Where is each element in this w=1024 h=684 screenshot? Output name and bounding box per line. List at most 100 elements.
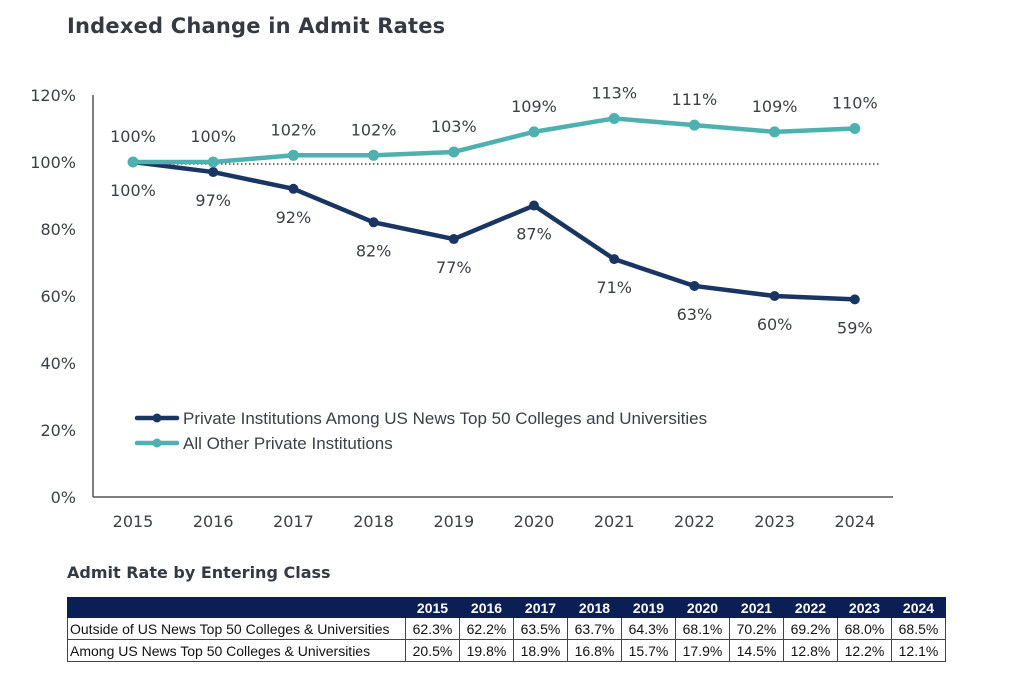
- line-chart: 0%20%40%60%80%100%120% 2015 2016 2017 2018 2…: [30, 83, 893, 531]
- cell: 62.3%: [405, 617, 460, 640]
- cell: 70.2%: [729, 617, 784, 640]
- data-label: 110%: [832, 94, 878, 113]
- header-year: 2024: [891, 597, 946, 618]
- cell: 20.5%: [405, 639, 460, 662]
- header-year: 2021: [729, 597, 784, 618]
- header-year: 2017: [513, 597, 568, 618]
- header-year: 2016: [459, 597, 514, 618]
- header-blank: [67, 597, 406, 618]
- data-label: 102%: [351, 120, 397, 139]
- data-point: [368, 217, 379, 228]
- row-label: Outside of US News Top 50 Colleges & Uni…: [67, 617, 406, 640]
- cell: 12.2%: [837, 639, 892, 662]
- data-label: 71%: [596, 278, 632, 297]
- cell: 12.1%: [891, 639, 946, 662]
- data-point: [368, 149, 380, 161]
- x-tick-label: 2020: [514, 512, 555, 531]
- data-point: [448, 146, 460, 158]
- table-row: Among US News Top 50 Colleges & Universi…: [67, 639, 946, 662]
- cell: 63.7%: [567, 617, 622, 640]
- x-tick-label: 2022: [674, 512, 715, 531]
- data-point: [609, 254, 620, 265]
- table-row: Outside of US News Top 50 Colleges & Uni…: [67, 617, 946, 640]
- cell: 68.1%: [675, 617, 730, 640]
- header-year: 2018: [567, 597, 622, 618]
- series-layer: [127, 112, 861, 305]
- series-line: [132, 159, 855, 302]
- header-year: 2019: [621, 597, 676, 618]
- data-label: 109%: [752, 97, 798, 116]
- data-point: [849, 123, 861, 134]
- cell: 12.8%: [783, 639, 838, 662]
- table-title: Admit Rate by Entering Class: [67, 563, 331, 582]
- legend-label: All Other Private Institutions: [183, 434, 393, 453]
- cell: 14.5%: [729, 639, 784, 662]
- table-header-row: 2015 2016 2017 2018 2019 2020 2021 2022 …: [67, 597, 946, 618]
- data-point: [208, 167, 219, 178]
- data-point: [689, 280, 700, 291]
- y-tick-label: 0%: [51, 488, 76, 507]
- data-label: 59%: [837, 318, 873, 337]
- legend: Private Institutions Among US News Top 5…: [134, 409, 707, 453]
- data-point: [288, 183, 299, 194]
- data-label: 100%: [190, 127, 236, 146]
- x-tick-label: 2023: [754, 512, 795, 531]
- y-tick-label: 120%: [30, 86, 76, 105]
- header-year: 2022: [783, 597, 838, 618]
- header-year: 2020: [675, 597, 730, 618]
- cell: 64.3%: [621, 617, 676, 640]
- y-tick-label: 60%: [40, 287, 76, 306]
- cell: 69.2%: [783, 617, 838, 640]
- data-label: 113%: [591, 83, 637, 102]
- data-label: 103%: [431, 117, 477, 136]
- x-axis-ticks: 2015 2016 2017 2018 2019 2020 2021 2022 2023 2024: [113, 512, 876, 531]
- data-point: [769, 126, 781, 138]
- x-tick-label: 2024: [834, 512, 875, 531]
- data-label: 77%: [436, 258, 472, 277]
- y-axis-ticks: 0% 20% 40% 60% 80% 100% 120%: [30, 86, 76, 507]
- data-label: 100%: [110, 181, 156, 200]
- cell: 68.5%: [891, 617, 946, 640]
- y-tick-label: 100%: [30, 153, 76, 172]
- data-labels: 100% 97% 92% 82% 77% 87% 71% 63% 60% 59% 100% 100% 1…: [110, 83, 878, 337]
- data-point: [127, 156, 139, 168]
- data-label: 63%: [677, 305, 713, 324]
- header-year: 2023: [837, 597, 892, 618]
- data-label: 109%: [511, 97, 557, 116]
- cell: 18.9%: [513, 639, 568, 662]
- data-label: 97%: [195, 191, 231, 210]
- x-tick-label: 2016: [193, 512, 234, 531]
- data-point: [769, 291, 780, 301]
- y-tick-label: 80%: [40, 220, 76, 239]
- x-tick-label: 2018: [353, 512, 394, 531]
- data-label: 60%: [757, 315, 793, 334]
- cell: 62.2%: [459, 617, 514, 640]
- data-point: [448, 234, 459, 245]
- cell: 63.5%: [513, 617, 568, 640]
- cell: 15.7%: [621, 639, 676, 662]
- data-label: 111%: [672, 90, 718, 109]
- legend-label: Private Institutions Among US News Top 5…: [183, 409, 707, 428]
- x-tick-label: 2015: [113, 512, 154, 531]
- row-label: Among US News Top 50 Colleges & Universi…: [67, 639, 406, 662]
- data-label: 102%: [271, 120, 317, 139]
- data-label: 100%: [110, 127, 156, 146]
- data-point: [688, 119, 700, 131]
- data-label: 82%: [356, 241, 392, 260]
- series-line: [133, 116, 855, 165]
- cell: 19.8%: [459, 639, 514, 662]
- data-label: 87%: [516, 225, 552, 244]
- data-point: [849, 294, 860, 305]
- data-point: [207, 156, 219, 168]
- chart-title: Indexed Change in Admit Rates: [67, 14, 446, 38]
- y-tick-label: 20%: [40, 421, 76, 440]
- data-point: [287, 149, 299, 161]
- admit-rate-table: 2015 2016 2017 2018 2019 2020 2021 2022 …: [67, 597, 946, 662]
- cell: 68.0%: [837, 617, 892, 640]
- header-year: 2015: [405, 597, 460, 618]
- x-tick-label: 2021: [594, 512, 635, 531]
- x-tick-label: 2017: [273, 512, 314, 531]
- legend-swatch-marker: [152, 413, 162, 423]
- cell: 17.9%: [675, 639, 730, 662]
- x-tick-label: 2019: [433, 512, 474, 531]
